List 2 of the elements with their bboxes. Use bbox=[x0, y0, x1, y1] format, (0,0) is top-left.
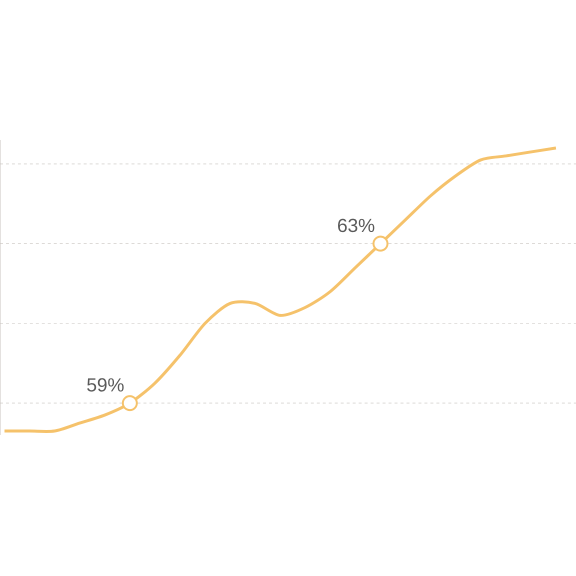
data-label: 63% bbox=[338, 218, 374, 232]
data-label: 59% bbox=[87, 378, 124, 392]
